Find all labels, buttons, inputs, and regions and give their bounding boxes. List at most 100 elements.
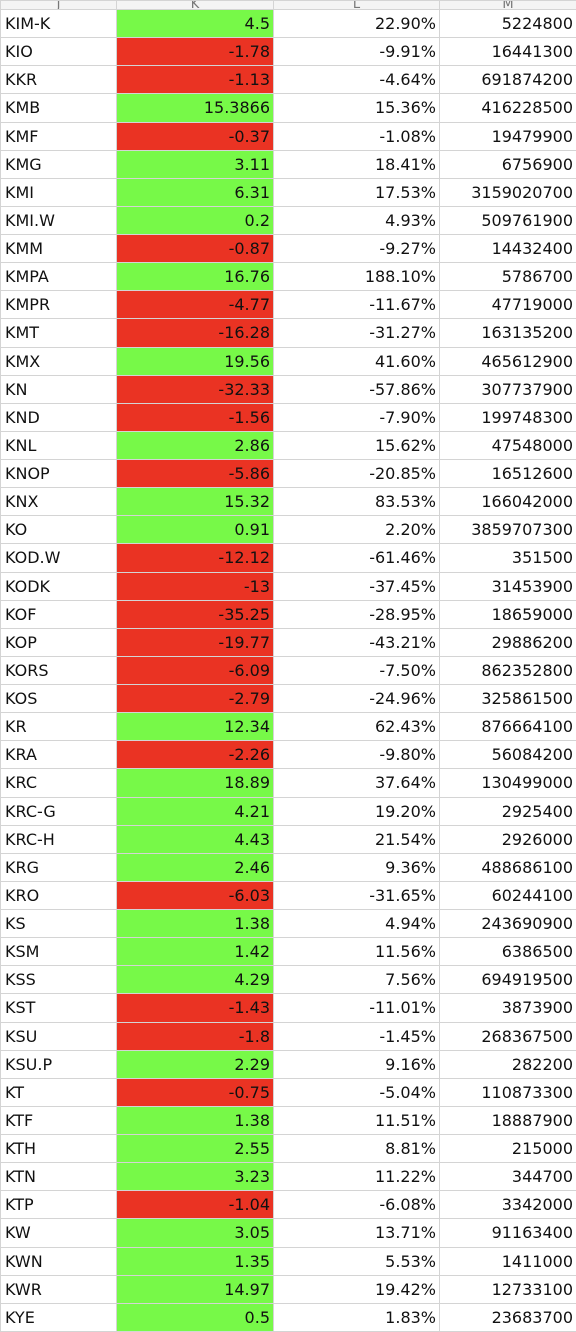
volume-cell[interactable]: 3859707300 — [439, 515, 576, 545]
percent-change-cell[interactable]: -11.67% — [273, 290, 440, 320]
volume-cell[interactable]: 3873900 — [439, 993, 576, 1023]
volume-cell[interactable]: 2925400 — [439, 796, 576, 826]
symbol-cell[interactable]: KWN — [0, 1246, 117, 1276]
change-cell[interactable]: -1.56 — [116, 402, 274, 432]
change-cell[interactable]: 19.56 — [116, 346, 274, 376]
symbol-cell[interactable]: KO — [0, 515, 117, 545]
percent-change-cell[interactable]: 17.53% — [273, 177, 440, 207]
change-cell[interactable]: -19.77 — [116, 627, 274, 657]
change-cell[interactable]: 3.23 — [116, 1162, 274, 1192]
volume-cell[interactable]: 19479900 — [439, 121, 576, 151]
percent-change-cell[interactable]: -37.45% — [273, 571, 440, 601]
percent-change-cell[interactable]: 9.16% — [273, 1049, 440, 1079]
change-cell[interactable]: -6.03 — [116, 880, 274, 911]
symbol-cell[interactable]: KYE — [0, 1302, 117, 1332]
symbol-cell[interactable]: KMB — [0, 93, 117, 123]
volume-cell[interactable]: 509761900 — [439, 205, 576, 236]
symbol-cell[interactable]: KOD.W — [0, 543, 117, 573]
symbol-cell[interactable]: KND — [0, 402, 117, 432]
change-cell[interactable]: -1.8 — [116, 1021, 274, 1051]
symbol-cell[interactable]: KRO — [0, 880, 117, 911]
symbol-cell[interactable]: KMI.W — [0, 205, 117, 236]
symbol-cell[interactable]: KOP — [0, 627, 117, 657]
symbol-cell[interactable]: KT — [0, 1077, 117, 1107]
percent-change-cell[interactable]: -1.45% — [273, 1021, 440, 1051]
symbol-cell[interactable]: KTH — [0, 1133, 117, 1164]
change-cell[interactable]: 2.29 — [116, 1049, 274, 1079]
change-cell[interactable]: -1.43 — [116, 993, 274, 1023]
change-cell[interactable]: -0.75 — [116, 1077, 274, 1107]
change-cell[interactable]: -0.87 — [116, 233, 274, 264]
volume-cell[interactable]: 215000 — [439, 1133, 576, 1164]
volume-cell[interactable]: 465612900 — [439, 346, 576, 376]
change-cell[interactable]: 15.3866 — [116, 93, 274, 123]
percent-change-cell[interactable]: 11.56% — [273, 937, 440, 967]
volume-cell[interactable]: 130499000 — [439, 768, 576, 798]
symbol-cell[interactable]: KS — [0, 908, 117, 939]
volume-cell[interactable]: 14432400 — [439, 233, 576, 264]
symbol-cell[interactable]: KNL — [0, 430, 117, 461]
symbol-cell[interactable]: KSU — [0, 1021, 117, 1051]
volume-cell[interactable]: 268367500 — [439, 1021, 576, 1051]
volume-cell[interactable]: 16441300 — [439, 37, 576, 67]
change-cell[interactable]: -12.12 — [116, 543, 274, 573]
column-header-j[interactable]: J — [0, 0, 117, 10]
volume-cell[interactable]: 325861500 — [439, 683, 576, 714]
symbol-cell[interactable]: KKR — [0, 65, 117, 95]
symbol-cell[interactable]: KTP — [0, 1190, 117, 1220]
volume-cell[interactable]: 12733100 — [439, 1274, 576, 1304]
symbol-cell[interactable]: KIO — [0, 37, 117, 67]
change-cell[interactable]: 0.2 — [116, 205, 274, 236]
volume-cell[interactable]: 60244100 — [439, 880, 576, 911]
volume-cell[interactable]: 243690900 — [439, 908, 576, 939]
change-cell[interactable]: 12.34 — [116, 712, 274, 742]
percent-change-cell[interactable]: -11.01% — [273, 993, 440, 1023]
percent-change-cell[interactable]: 22.90% — [273, 8, 440, 39]
column-header-k[interactable]: K — [116, 0, 274, 10]
percent-change-cell[interactable]: -61.46% — [273, 543, 440, 573]
volume-cell[interactable]: 1411000 — [439, 1246, 576, 1276]
symbol-cell[interactable]: KIM-K — [0, 8, 117, 39]
symbol-cell[interactable]: KRG — [0, 852, 117, 882]
percent-change-cell[interactable]: -9.80% — [273, 740, 440, 770]
percent-change-cell[interactable]: -9.27% — [273, 233, 440, 264]
volume-cell[interactable]: 91163400 — [439, 1218, 576, 1248]
change-cell[interactable]: 1.35 — [116, 1246, 274, 1276]
percent-change-cell[interactable]: 4.93% — [273, 205, 440, 236]
volume-cell[interactable]: 56084200 — [439, 740, 576, 770]
volume-cell[interactable]: 47719000 — [439, 290, 576, 320]
volume-cell[interactable]: 694919500 — [439, 965, 576, 995]
change-cell[interactable]: 2.55 — [116, 1133, 274, 1164]
symbol-cell[interactable]: KMPA — [0, 262, 117, 292]
percent-change-cell[interactable]: 83.53% — [273, 487, 440, 517]
change-cell[interactable]: -1.13 — [116, 65, 274, 95]
volume-cell[interactable]: 307737900 — [439, 374, 576, 404]
percent-change-cell[interactable]: -7.50% — [273, 655, 440, 686]
change-cell[interactable]: -13 — [116, 571, 274, 601]
volume-cell[interactable]: 691874200 — [439, 65, 576, 95]
volume-cell[interactable]: 416228500 — [439, 93, 576, 123]
volume-cell[interactable]: 110873300 — [439, 1077, 576, 1107]
change-cell[interactable]: -5.86 — [116, 458, 274, 489]
volume-cell[interactable]: 2926000 — [439, 824, 576, 854]
change-cell[interactable]: -1.78 — [116, 37, 274, 67]
volume-cell[interactable]: 5224800 — [439, 8, 576, 39]
symbol-cell[interactable]: KSM — [0, 937, 117, 967]
change-cell[interactable]: 4.5 — [116, 8, 274, 39]
volume-cell[interactable]: 351500 — [439, 543, 576, 573]
symbol-cell[interactable]: KORS — [0, 655, 117, 686]
symbol-cell[interactable]: KOS — [0, 683, 117, 714]
percent-change-cell[interactable]: 15.62% — [273, 430, 440, 461]
percent-change-cell[interactable]: -24.96% — [273, 683, 440, 714]
change-cell[interactable]: -4.77 — [116, 290, 274, 320]
change-cell[interactable]: 2.46 — [116, 852, 274, 882]
change-cell[interactable]: 15.32 — [116, 487, 274, 517]
percent-change-cell[interactable]: -5.04% — [273, 1077, 440, 1107]
symbol-cell[interactable]: KMT — [0, 318, 117, 348]
percent-change-cell[interactable]: 4.94% — [273, 908, 440, 939]
volume-cell[interactable]: 18659000 — [439, 599, 576, 629]
change-cell[interactable]: -2.26 — [116, 740, 274, 770]
change-cell[interactable]: 3.05 — [116, 1218, 274, 1248]
volume-cell[interactable]: 862352800 — [439, 655, 576, 686]
symbol-cell[interactable]: KMM — [0, 233, 117, 264]
